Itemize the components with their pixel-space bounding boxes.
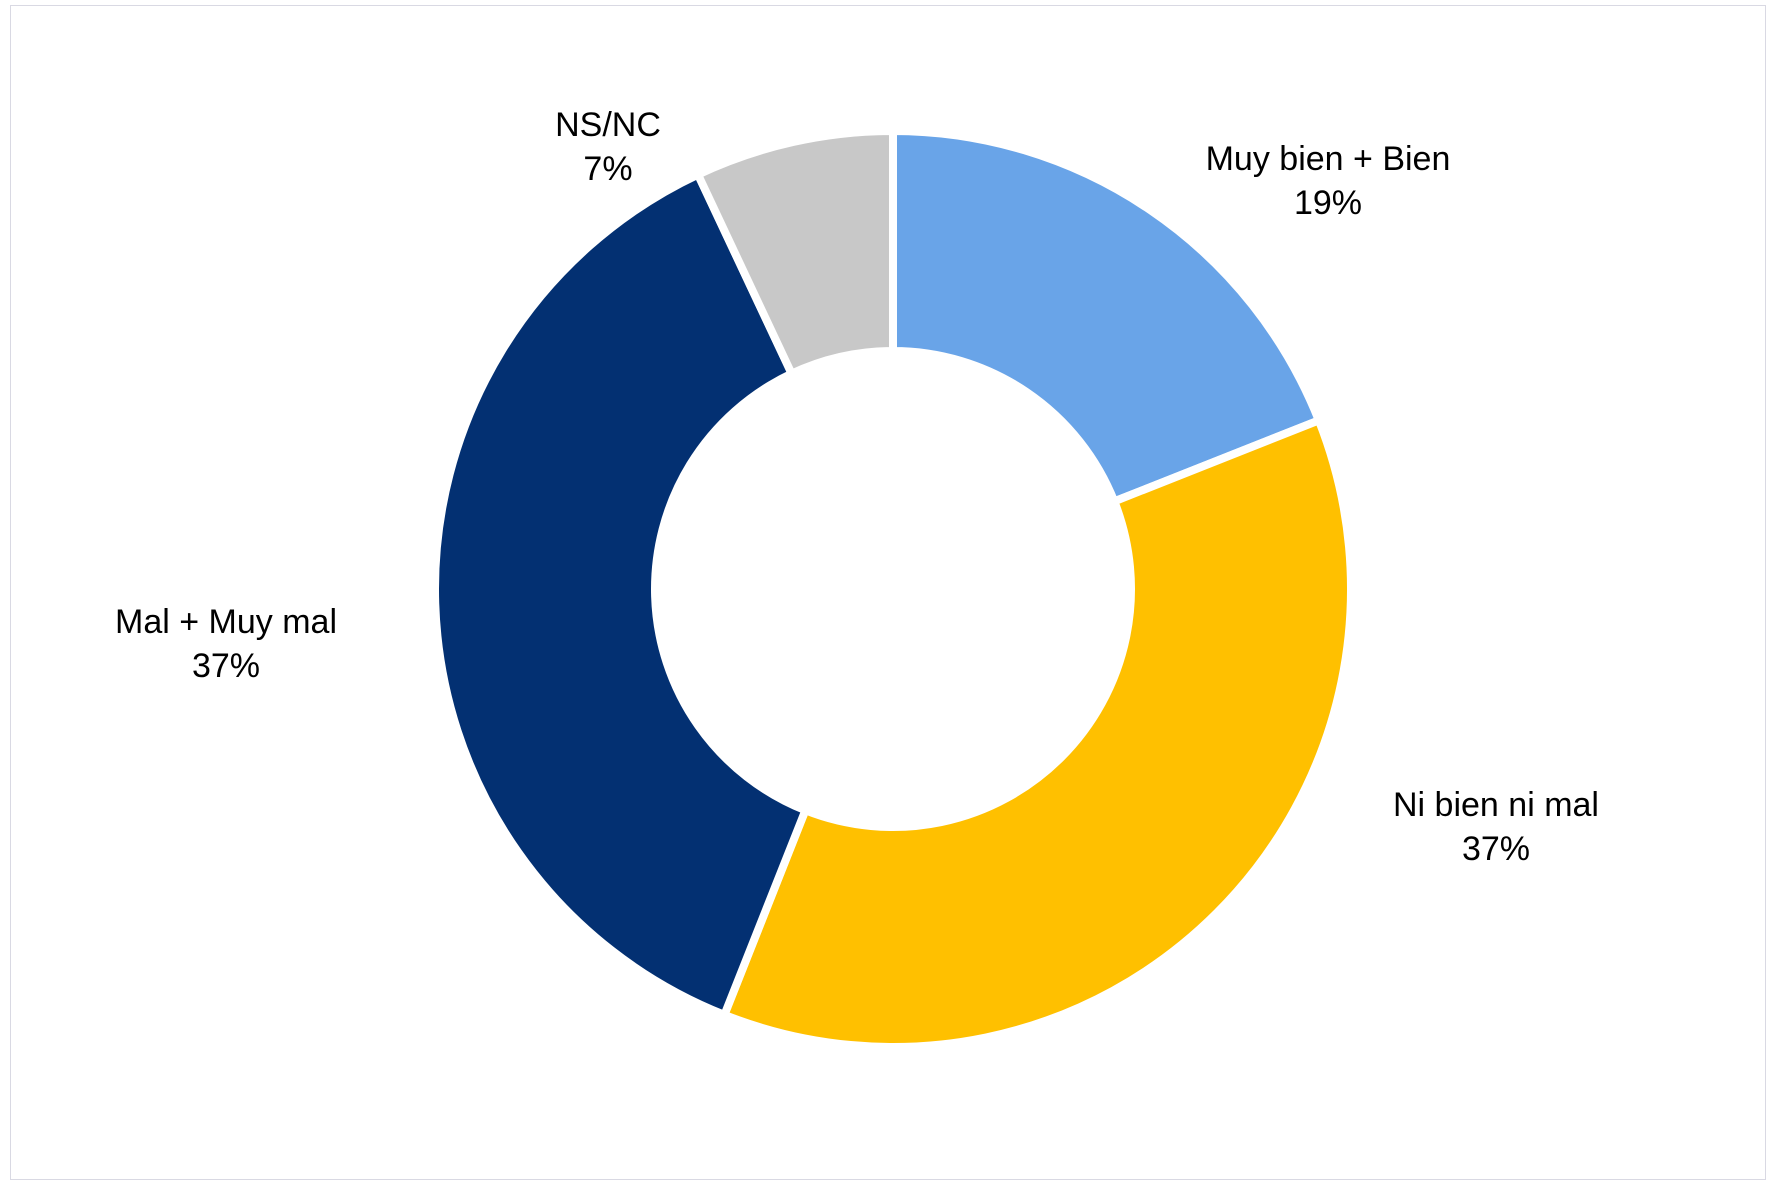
slice-mal-muy-mal: [431, 169, 811, 1021]
slice-value-label: 7%: [583, 150, 632, 188]
slice-ns-nc: [692, 126, 897, 379]
slice-category-label: Muy bien + Bien: [1206, 140, 1451, 178]
slice-label: NS/NC 7%: [555, 106, 661, 188]
slice-label: Muy bien + Bien 19%: [1206, 140, 1451, 222]
slice-value-label: 37%: [1462, 830, 1530, 868]
slice-ni-bien-ni-mal: [719, 415, 1355, 1051]
slice-category-label: Ni bien ni mal: [1393, 786, 1599, 824]
slice-value-label: 37%: [192, 647, 260, 685]
slice-category-label: Mal + Muy mal: [115, 603, 337, 641]
slice-label: Mal + Muy mal 37%: [115, 603, 337, 685]
donut-slices: [431, 126, 1355, 1051]
slice-value-label: 19%: [1294, 184, 1362, 222]
slice-label: Ni bien ni mal 37%: [1393, 786, 1599, 868]
slice-category-label: NS/NC: [555, 106, 661, 144]
slice-muy-bien-bien: [889, 126, 1325, 507]
slice-labels: Muy bien + Bien 19%Ni bien ni mal 37%Mal +…: [115, 106, 1599, 868]
